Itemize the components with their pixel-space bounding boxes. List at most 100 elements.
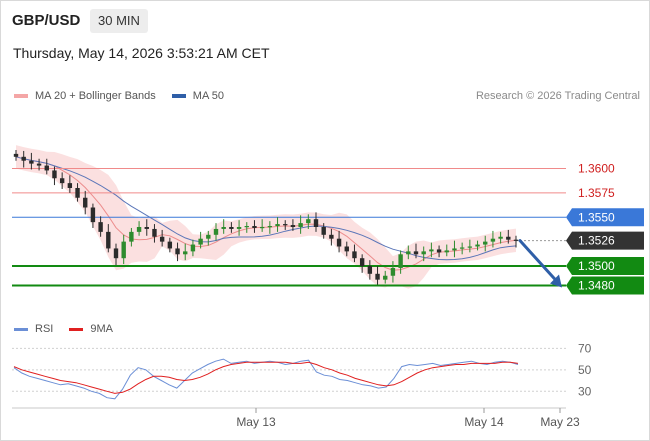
candle-body [90,207,96,223]
candle-body [436,249,442,253]
candle-body [383,275,388,280]
candle-body [413,251,419,255]
candle-body [275,224,280,227]
candle-body [398,254,403,268]
candle-body [367,266,373,274]
candle-body [259,227,265,229]
candle-body [167,241,173,249]
rsi-tick-50: 50 [578,363,592,377]
rsi-tick-70: 70 [578,341,592,355]
candle-body [52,170,57,179]
candle-body [513,239,519,241]
candle-body [213,228,219,235]
candle-body [159,236,165,242]
candle-body [44,165,49,171]
candle-body [206,234,211,239]
candle-body [406,251,411,255]
candle-body [21,156,26,161]
candle-body [359,258,365,266]
candle-body [429,249,434,252]
candle-body [175,248,180,255]
candle-body [183,251,188,255]
rsi-9ma-line [13,361,519,394]
candle-body [198,238,203,245]
level-label-1-3480: 1.3480 [578,279,615,293]
candle-body [106,231,111,249]
chart-datetime: Thursday, May 14, 2026 3:53:21 AM CET [13,45,270,61]
candle-body [59,178,65,184]
candle-body [121,241,126,259]
candle-body [506,236,511,240]
candle-body [229,227,234,229]
legend-label-bollinger: MA 20 + Bollinger Bands [35,90,156,102]
level-label-1-3600: 1.3600 [578,162,615,176]
legend-item-9ma[interactable]: 9MA [69,323,113,335]
candle-body [29,160,34,164]
candle-body [221,227,226,229]
candle-body [444,250,449,253]
candle-body [13,153,19,157]
timeframe-button[interactable]: 30 MIN [90,9,148,33]
legend-label-rsi: RSI [35,323,54,335]
candle-body [252,226,257,228]
candle-body [152,228,157,237]
projection-arrow-head [550,274,562,288]
candle-body [129,231,134,242]
legend-swatch-9ma [69,327,84,331]
candle-body [298,223,303,227]
research-credit: Research © 2026 Trading Central [475,90,640,102]
legend-item-rsi[interactable]: RSI [14,323,53,335]
symbol-title: GBP/USD [12,12,81,29]
ma20-line [15,156,517,271]
candle-body [236,227,242,229]
candle-body [390,267,396,276]
candle-body [244,226,249,228]
candle-body [190,244,196,252]
candle-body [498,236,503,239]
level-tag-1-3526 [566,231,644,250]
level-tag-1-3500 [566,257,644,275]
candle-body [344,246,349,252]
candle-body [144,227,149,229]
candle-body [336,238,342,247]
candle-body [283,224,288,226]
candle-body [306,219,311,224]
level-label-1-3526: 1.3526 [578,234,615,248]
level-tag-1-3550 [566,208,644,227]
level-label-1-3500: 1.3500 [578,259,615,273]
candle-body [321,227,326,235]
candle-body [421,251,426,255]
candle-body [467,246,473,248]
x-tick-label: May 14 [464,415,504,429]
legend-item-bollinger[interactable]: MA 20 + Bollinger Bands [14,90,156,102]
projection-arrow-shaft [518,239,559,283]
price-legend: MA 20 + Bollinger Bands MA 50 [14,90,240,102]
candle-body [267,226,273,228]
legend-item-ma50[interactable]: MA 50 [171,90,224,102]
candle-body [459,247,465,249]
legend-swatch-bollinger [14,94,28,98]
candle-body [475,244,480,247]
candle-body [483,241,488,245]
candle-body [75,188,80,198]
candle-body [490,238,496,242]
level-label-1-3575: 1.3575 [578,186,615,200]
ma50-line [15,156,517,261]
level-tag-1-3480 [566,276,644,295]
candle-body [136,227,142,232]
candle-body [375,273,380,280]
candle-body [36,163,42,166]
rsi-legend: RSI 9MA [14,323,129,335]
candle-body [67,183,73,188]
candle-body [113,248,119,259]
x-tick-label: May 13 [236,415,276,429]
candle-body [329,234,334,239]
x-tick-label: May 23 [540,415,580,429]
candle-body [290,225,296,227]
candle-body [83,197,88,208]
legend-label-ma50: MA 50 [192,90,224,102]
candle-body [452,248,457,251]
candle-body [98,222,103,232]
legend-swatch-ma50 [171,94,186,98]
